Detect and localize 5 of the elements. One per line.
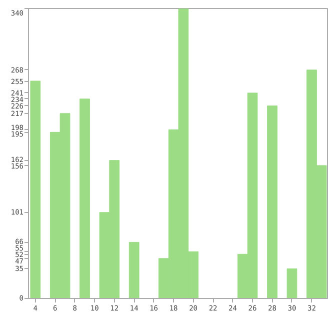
bar [80,98,90,298]
bar [267,105,278,298]
bar [286,268,298,298]
bar [30,80,41,298]
bar [128,242,140,298]
